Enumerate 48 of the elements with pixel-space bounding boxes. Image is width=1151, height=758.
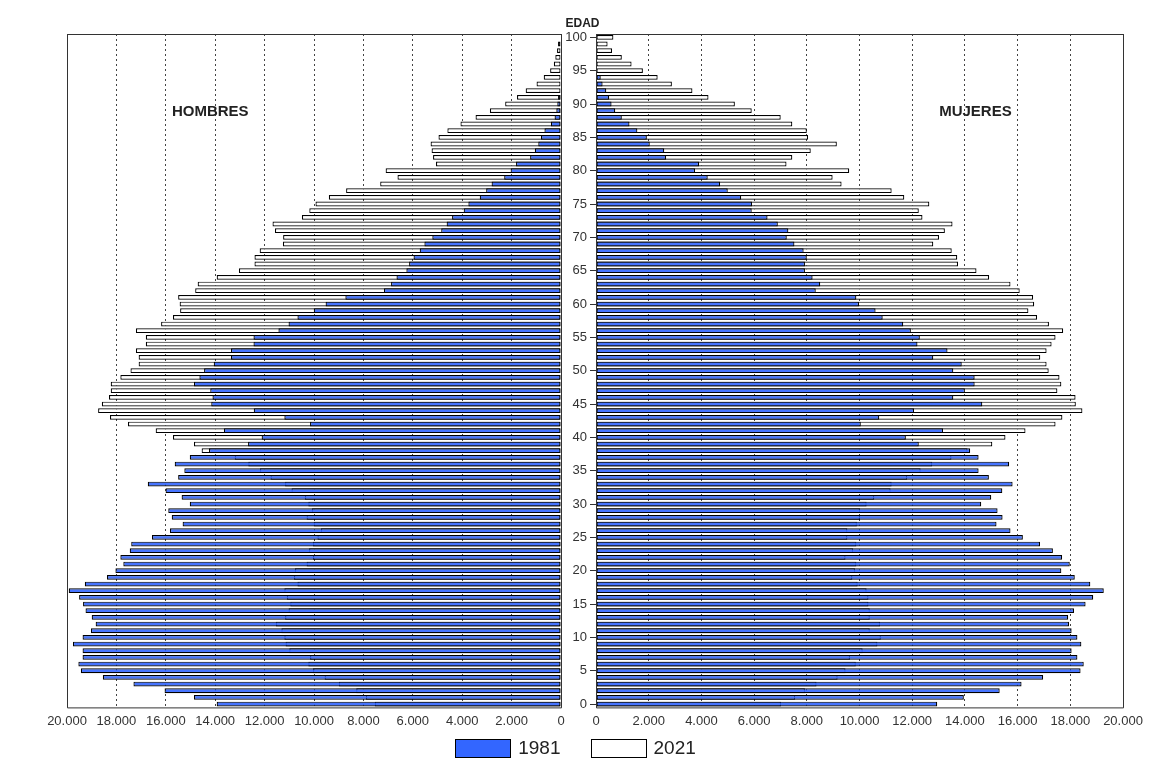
y-tick-label: 10 [572, 628, 587, 644]
y-tick-label: 35 [572, 462, 587, 478]
y-axis-title: EDAD [565, 16, 600, 31]
x-tick-label: 6.000 [737, 712, 771, 728]
y-tick-label: 85 [572, 128, 587, 144]
y-tick-label: 25 [572, 528, 587, 544]
y-tick-label: 75 [572, 195, 587, 211]
x-tick-label: 12.000 [244, 712, 285, 728]
x-tick-label: 10.000 [839, 712, 880, 728]
x-tick-label: 12.000 [892, 712, 933, 728]
y-tick-label: 60 [572, 295, 587, 311]
x-tick-label: 10.000 [294, 712, 334, 728]
y-tick-label: 80 [572, 162, 587, 178]
y-tick-label: 50 [572, 362, 587, 378]
y-tick-label: 90 [572, 95, 587, 111]
x-tick-label: 0 [557, 712, 565, 728]
x-tick-label: 14.000 [195, 712, 236, 728]
x-tick-label: 8.000 [347, 712, 380, 728]
y-tick-label: 65 [572, 262, 587, 278]
y-tick-label: 40 [572, 428, 587, 444]
y-tick-label: 55 [572, 328, 587, 344]
x-tick-label: 20.000 [1103, 712, 1143, 728]
y-tick-label: 0 [579, 695, 587, 711]
x-tick-label: 0 [592, 712, 600, 728]
x-tick-label: 20.000 [47, 712, 87, 728]
y-tick-label: 30 [572, 495, 587, 511]
x-tick-label: 16.000 [997, 712, 1038, 728]
y-tick-label: 95 [572, 62, 587, 78]
x-tick-label: 6.000 [396, 712, 430, 728]
x-tick-label: 2.000 [495, 712, 528, 728]
legend-label: 1981 [518, 737, 561, 758]
x-tick-label: 4.000 [445, 712, 479, 728]
y-tick-label: 45 [572, 395, 587, 411]
annotation: HOMBRES [171, 101, 249, 119]
x-tick-label: 18.000 [1050, 712, 1091, 728]
x-tick-label: 14.000 [945, 712, 985, 728]
x-tick-label: 16.000 [145, 712, 186, 728]
x-tick-label: 18.000 [96, 712, 137, 728]
y-tick-label: 100 [565, 28, 587, 44]
y-tick-label: 5 [579, 662, 587, 678]
series-label: 2021 [653, 737, 696, 758]
y-tick-label: 15 [572, 595, 587, 611]
y-tick-label: 20 [572, 562, 587, 578]
x-tick-label: 8.000 [790, 712, 824, 728]
x-tick-label: 4.000 [685, 712, 718, 728]
x-tick-label: 2.000 [632, 712, 665, 728]
annotation: MUJERES [939, 101, 1012, 119]
y-tick-label: 70 [572, 228, 587, 244]
